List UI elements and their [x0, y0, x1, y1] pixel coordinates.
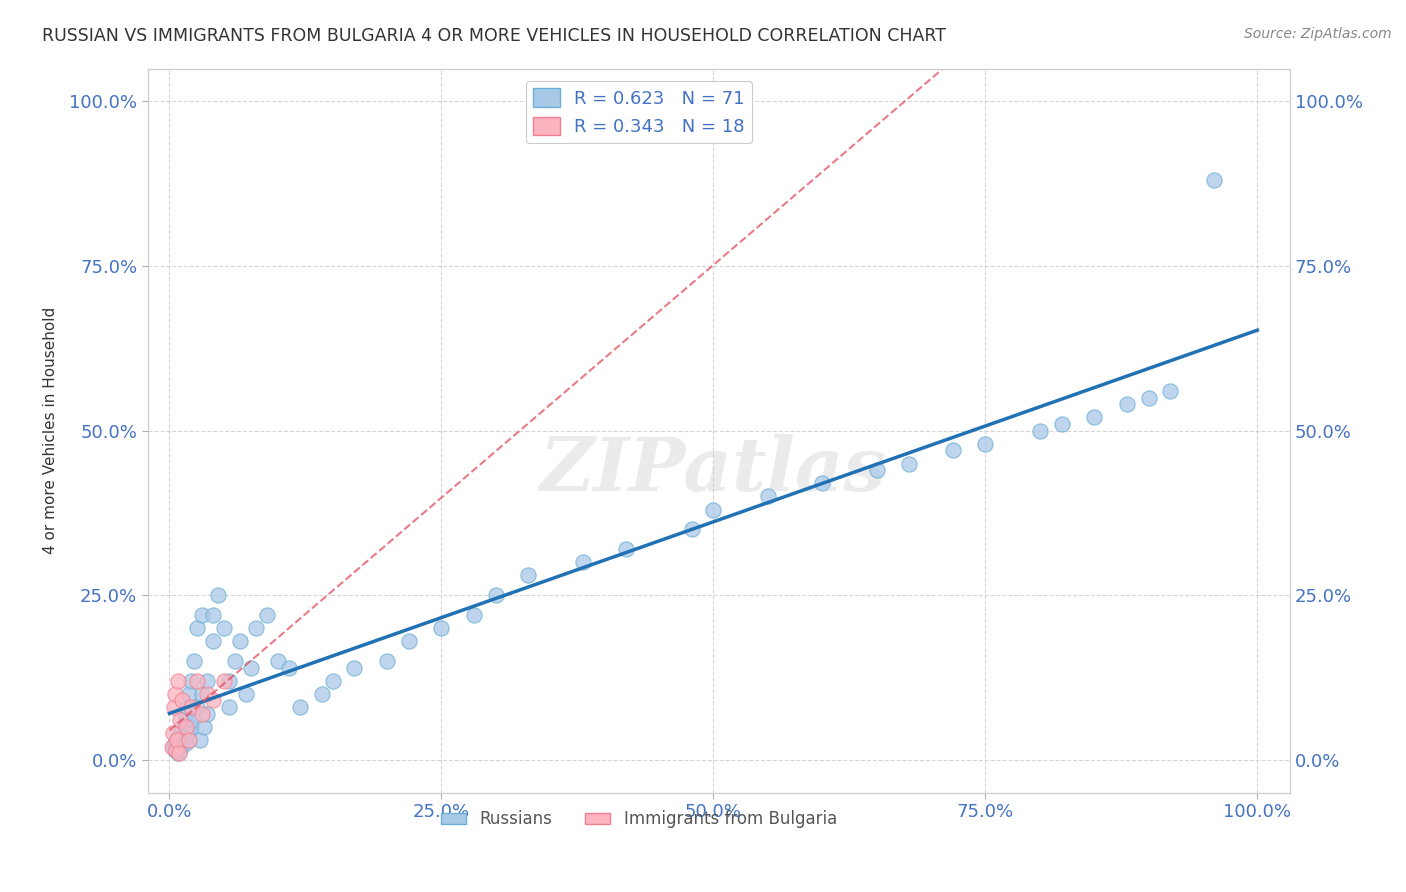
Point	[174, 720, 197, 734]
Point	[517, 568, 540, 582]
Point	[177, 733, 200, 747]
Point	[224, 654, 246, 668]
Y-axis label: 4 or more Vehicles in Household: 4 or more Vehicles in Household	[44, 307, 58, 554]
Point	[865, 463, 887, 477]
Point	[162, 739, 184, 754]
Point	[212, 621, 235, 635]
Point	[207, 588, 229, 602]
Point	[322, 673, 344, 688]
Point	[1159, 384, 1181, 398]
Point	[172, 720, 194, 734]
Point	[1029, 424, 1052, 438]
Point	[218, 673, 240, 688]
Point	[163, 687, 186, 701]
Point	[201, 693, 224, 707]
Point	[1137, 391, 1160, 405]
Point	[183, 654, 205, 668]
Point	[167, 746, 190, 760]
Point	[343, 660, 366, 674]
Point	[398, 634, 420, 648]
Point	[169, 739, 191, 754]
Point	[177, 733, 200, 747]
Point	[430, 621, 453, 635]
Point	[197, 673, 219, 688]
Point	[169, 726, 191, 740]
Point	[201, 634, 224, 648]
Point	[898, 457, 921, 471]
Point	[167, 746, 190, 760]
Point	[174, 736, 197, 750]
Point	[191, 706, 214, 721]
Point	[177, 687, 200, 701]
Point	[186, 700, 208, 714]
Point	[942, 443, 965, 458]
Point	[162, 726, 184, 740]
Point	[197, 706, 219, 721]
Text: ZIPatlas: ZIPatlas	[540, 434, 887, 507]
Text: RUSSIAN VS IMMIGRANTS FROM BULGARIA 4 OR MORE VEHICLES IN HOUSEHOLD CORRELATION : RUSSIAN VS IMMIGRANTS FROM BULGARIA 4 OR…	[42, 27, 946, 45]
Point	[165, 733, 187, 747]
Point	[756, 490, 779, 504]
Point	[167, 730, 190, 744]
Point	[702, 502, 724, 516]
Point	[180, 720, 202, 734]
Point	[186, 673, 208, 688]
Point	[169, 713, 191, 727]
Point	[169, 743, 191, 757]
Point	[191, 607, 214, 622]
Point	[485, 588, 508, 602]
Point	[173, 733, 195, 747]
Point	[197, 687, 219, 701]
Point	[1050, 417, 1073, 431]
Point	[1083, 410, 1105, 425]
Point	[167, 673, 190, 688]
Point	[1202, 173, 1225, 187]
Point	[375, 654, 398, 668]
Point	[212, 673, 235, 688]
Point	[166, 733, 188, 747]
Point	[193, 720, 215, 734]
Point	[160, 739, 183, 754]
Point	[1115, 397, 1137, 411]
Point	[235, 687, 257, 701]
Point	[288, 700, 311, 714]
Point	[278, 660, 301, 674]
Point	[173, 706, 195, 721]
Point	[463, 607, 485, 622]
Point	[572, 555, 595, 569]
Point	[166, 739, 188, 754]
Point	[163, 700, 186, 714]
Point	[974, 436, 997, 450]
Point	[163, 736, 186, 750]
Point	[229, 634, 252, 648]
Point	[614, 542, 637, 557]
Point	[176, 700, 198, 714]
Point	[163, 743, 186, 757]
Point	[256, 607, 278, 622]
Point	[177, 726, 200, 740]
Text: Source: ZipAtlas.com: Source: ZipAtlas.com	[1244, 27, 1392, 41]
Point	[201, 607, 224, 622]
Point	[186, 621, 208, 635]
Point	[245, 621, 267, 635]
Point	[267, 654, 290, 668]
Point	[180, 700, 202, 714]
Legend: Russians, Immigrants from Bulgaria: Russians, Immigrants from Bulgaria	[434, 804, 844, 835]
Point	[240, 660, 263, 674]
Point	[191, 687, 214, 701]
Point	[183, 713, 205, 727]
Point	[174, 713, 197, 727]
Point	[681, 522, 703, 536]
Point	[180, 673, 202, 688]
Point	[811, 476, 834, 491]
Point	[172, 693, 194, 707]
Point	[165, 743, 187, 757]
Point	[218, 700, 240, 714]
Point	[188, 733, 211, 747]
Point	[311, 687, 333, 701]
